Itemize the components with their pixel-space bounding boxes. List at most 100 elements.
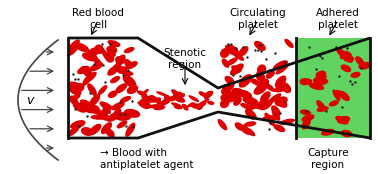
Ellipse shape (177, 98, 184, 102)
Point (266, 121, 273, 124)
Point (352, 80, 358, 83)
Ellipse shape (89, 94, 100, 106)
Ellipse shape (273, 60, 288, 70)
Ellipse shape (244, 121, 256, 127)
Ellipse shape (245, 109, 257, 120)
Ellipse shape (81, 66, 93, 78)
Bar (296, 38, 370, 138)
Ellipse shape (248, 103, 259, 109)
Ellipse shape (113, 109, 121, 117)
Point (255, 48, 261, 51)
Ellipse shape (223, 91, 233, 101)
Point (282, 61, 288, 63)
Text: v: v (26, 93, 34, 106)
Ellipse shape (199, 99, 210, 105)
Ellipse shape (257, 64, 266, 74)
Ellipse shape (82, 74, 93, 86)
Ellipse shape (146, 95, 153, 101)
Ellipse shape (105, 128, 115, 138)
Ellipse shape (117, 120, 127, 128)
Ellipse shape (263, 82, 276, 92)
Ellipse shape (112, 64, 121, 72)
Ellipse shape (232, 52, 244, 61)
Ellipse shape (108, 90, 118, 98)
Ellipse shape (259, 100, 273, 110)
Point (266, 127, 273, 130)
Ellipse shape (174, 104, 183, 109)
Point (75, 77, 81, 80)
Text: Circulating
platelet: Circulating platelet (230, 8, 286, 30)
Ellipse shape (105, 53, 114, 63)
Ellipse shape (260, 91, 271, 103)
Ellipse shape (125, 123, 135, 137)
Ellipse shape (153, 105, 165, 110)
Point (319, 57, 325, 60)
Ellipse shape (257, 78, 269, 90)
Ellipse shape (124, 47, 135, 53)
Ellipse shape (94, 45, 104, 54)
Ellipse shape (121, 70, 133, 76)
Point (349, 82, 355, 85)
Ellipse shape (178, 92, 185, 97)
Ellipse shape (124, 109, 140, 118)
Point (277, 112, 283, 114)
Text: Red blood
cell: Red blood cell (72, 8, 124, 30)
Ellipse shape (87, 103, 101, 114)
Ellipse shape (235, 122, 245, 131)
Ellipse shape (164, 95, 171, 101)
Ellipse shape (117, 66, 127, 74)
Ellipse shape (115, 56, 125, 65)
Point (123, 124, 129, 127)
Point (116, 100, 122, 103)
Ellipse shape (67, 126, 80, 137)
Ellipse shape (89, 62, 103, 72)
Point (265, 69, 271, 71)
Point (100, 64, 106, 67)
Ellipse shape (266, 70, 275, 79)
Ellipse shape (141, 95, 153, 100)
Ellipse shape (335, 116, 349, 125)
Point (107, 42, 113, 45)
Ellipse shape (254, 41, 266, 51)
Ellipse shape (111, 102, 125, 110)
Point (225, 43, 231, 45)
Point (228, 43, 234, 46)
Ellipse shape (156, 91, 168, 97)
Point (252, 49, 258, 51)
Ellipse shape (120, 112, 132, 120)
Point (258, 49, 264, 52)
Ellipse shape (148, 104, 160, 108)
Ellipse shape (221, 82, 235, 94)
Point (333, 45, 339, 48)
Ellipse shape (118, 69, 129, 74)
Point (313, 68, 319, 70)
Ellipse shape (218, 119, 227, 130)
Ellipse shape (238, 90, 252, 99)
Ellipse shape (274, 85, 287, 92)
Ellipse shape (280, 82, 291, 93)
Ellipse shape (90, 115, 107, 120)
Ellipse shape (256, 72, 265, 82)
Ellipse shape (276, 63, 289, 74)
Ellipse shape (86, 47, 101, 58)
Ellipse shape (301, 114, 314, 122)
Ellipse shape (101, 101, 111, 114)
Ellipse shape (240, 103, 254, 110)
Ellipse shape (300, 78, 312, 85)
Ellipse shape (123, 75, 136, 88)
Point (263, 58, 270, 61)
Ellipse shape (116, 54, 125, 66)
Ellipse shape (204, 91, 211, 100)
Ellipse shape (99, 102, 113, 110)
Ellipse shape (84, 72, 97, 83)
Point (221, 83, 227, 86)
Point (316, 55, 322, 57)
Ellipse shape (239, 46, 248, 57)
Point (339, 105, 345, 108)
Ellipse shape (187, 102, 195, 107)
Point (117, 112, 123, 115)
Ellipse shape (167, 96, 178, 101)
Ellipse shape (107, 66, 119, 76)
Ellipse shape (249, 78, 261, 86)
Ellipse shape (137, 101, 148, 109)
